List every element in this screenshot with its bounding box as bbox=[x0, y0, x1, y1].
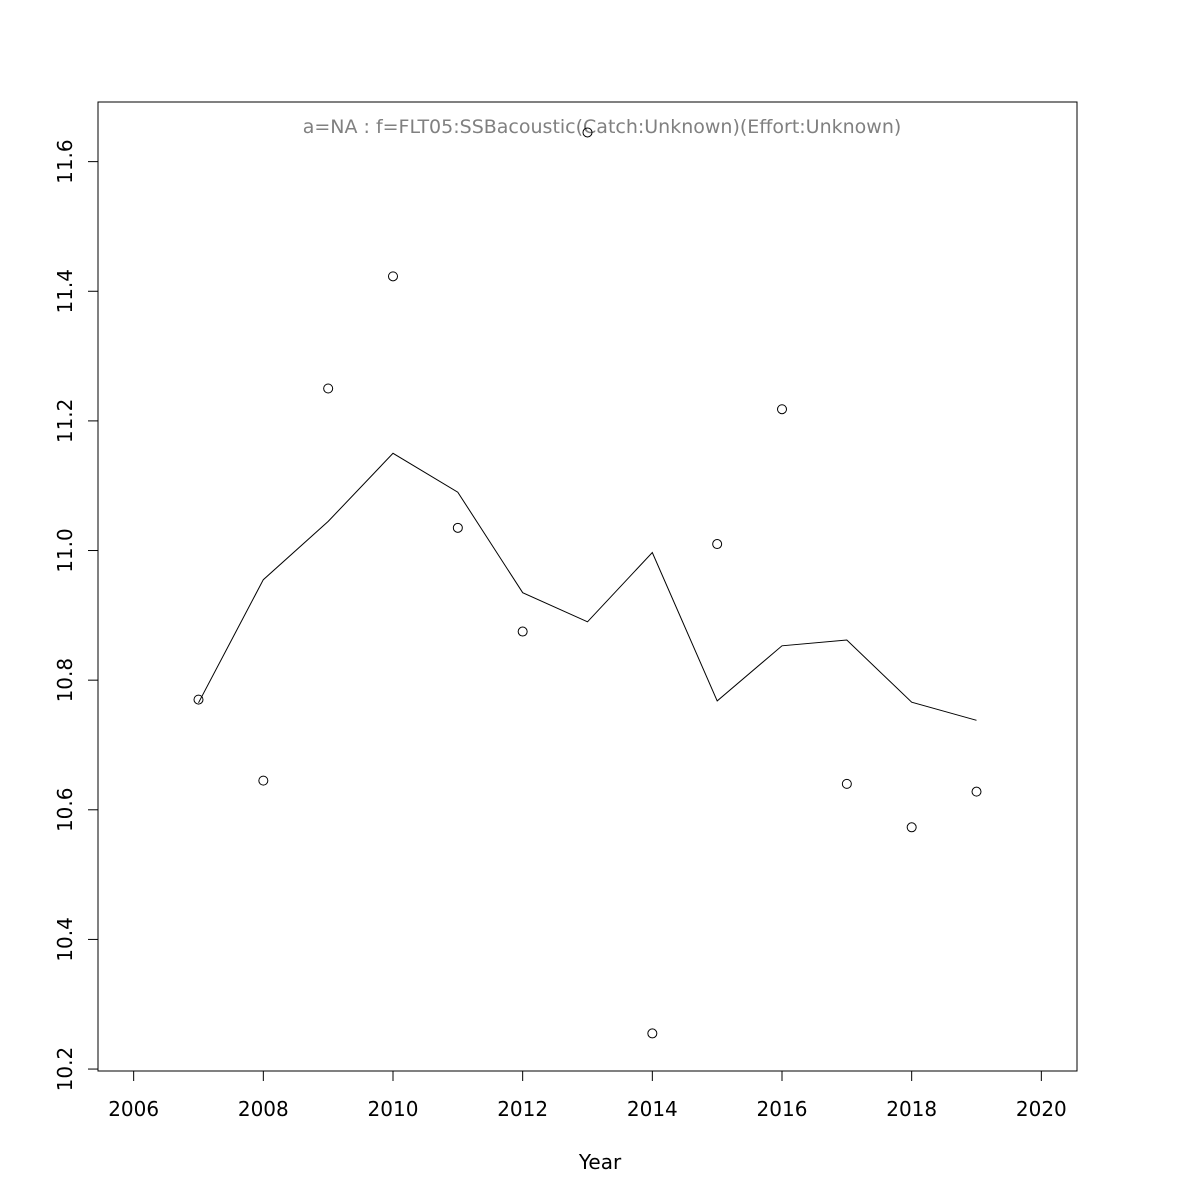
x-tick-label: 2012 bbox=[497, 1097, 548, 1121]
fitted-line-path bbox=[198, 452, 977, 721]
fitted-line bbox=[198, 452, 977, 721]
data-point bbox=[582, 127, 593, 138]
data-point bbox=[971, 786, 982, 797]
data-point bbox=[517, 626, 528, 637]
x-axis-title: Year bbox=[578, 1150, 622, 1174]
plot-frame bbox=[97, 101, 1078, 1072]
data-point bbox=[906, 822, 917, 833]
x-tick-label: 2008 bbox=[238, 1097, 289, 1121]
x-tick-label: 2016 bbox=[757, 1097, 808, 1121]
y-tick-label: 11.2 bbox=[53, 399, 77, 444]
data-point bbox=[452, 522, 463, 533]
y-tick-label: 11.6 bbox=[53, 139, 77, 184]
chart-title: a=NA : f=FLT05:SSBacoustic(Catch:Unknown… bbox=[303, 116, 902, 138]
y-axis: 10.2 10.4 10.6 10.8 11.0 11.2 11.4 11.6 bbox=[53, 139, 99, 1092]
data-point bbox=[647, 1028, 658, 1039]
data-point bbox=[841, 778, 852, 789]
data-point bbox=[712, 539, 723, 550]
data-point bbox=[193, 694, 204, 705]
data-point bbox=[258, 775, 269, 786]
x-axis: 2006 2008 2010 2012 2014 2016 2018 2020 bbox=[108, 1070, 1067, 1121]
x-tick-label: 2010 bbox=[368, 1097, 419, 1121]
x-tick-label: 2014 bbox=[627, 1097, 678, 1121]
data-point bbox=[387, 271, 398, 282]
y-tick-label: 10.4 bbox=[53, 917, 77, 962]
data-point bbox=[777, 404, 788, 415]
x-tick-label: 2006 bbox=[108, 1097, 159, 1121]
observed-points bbox=[193, 127, 982, 1039]
y-tick-label: 10.6 bbox=[53, 788, 77, 833]
y-tick-label: 11.4 bbox=[53, 269, 77, 314]
y-tick-label: 11.0 bbox=[53, 528, 77, 573]
x-tick-label: 2018 bbox=[886, 1097, 937, 1121]
y-tick-label: 10.2 bbox=[53, 1047, 77, 1092]
data-point bbox=[323, 383, 334, 394]
x-tick-label: 2020 bbox=[1016, 1097, 1067, 1121]
y-tick-label: 10.8 bbox=[53, 658, 77, 703]
